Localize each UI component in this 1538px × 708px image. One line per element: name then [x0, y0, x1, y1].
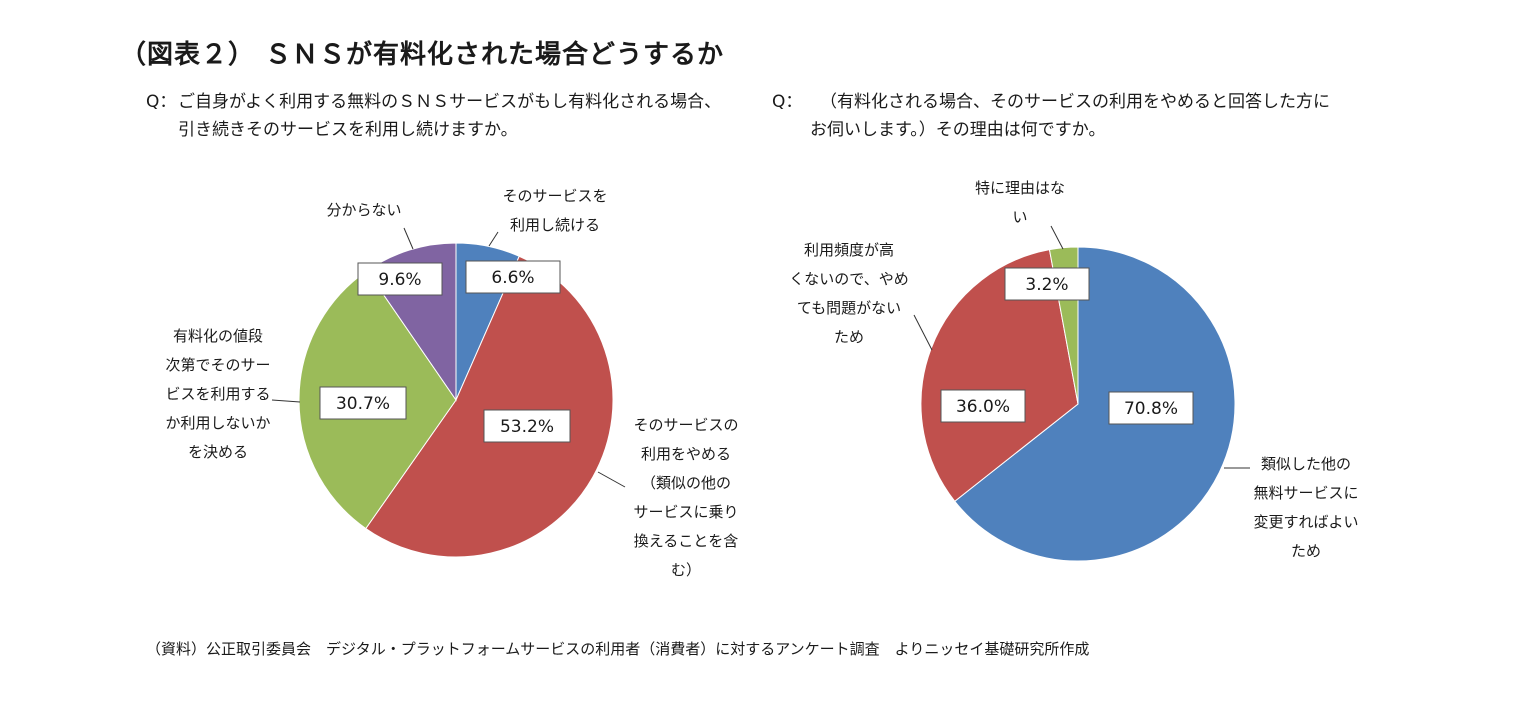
value-label-box — [465, 260, 561, 294]
question-2-line-1: （有料化される場合、そのサービスの利用をやめると回答した方に — [820, 92, 1330, 112]
category-label-3: 有料化の値段次第でそのサービスを利用するか利用しないかを決める — [165, 327, 270, 461]
leader-line-2 — [913, 314, 933, 351]
category-label-3: 特に理由はない — [975, 179, 1065, 226]
category-label-line: サービスに乗り — [633, 503, 738, 521]
value-label-box — [1108, 391, 1194, 425]
category-label-line: 有料化の値段 — [173, 327, 263, 345]
value-label-text: 36.0% — [956, 397, 1010, 417]
question-1-line-1: ご自身がよく利用する無料のＳＮＳサービスがもし有料化される場合、 — [178, 92, 722, 112]
value-label-box — [1004, 267, 1090, 301]
leader-line-3 — [1050, 225, 1064, 250]
figure-title: （図表２） ＳＮＳが有料化された場合どうするか — [120, 40, 725, 70]
value-label-text: 6.6% — [491, 268, 534, 288]
value-label-text: 53.2% — [500, 417, 554, 437]
category-label-line: を決める — [188, 443, 248, 461]
question-1-line-2: 引き続きそのサービスを利用し続けますか。 — [178, 120, 518, 140]
leader-line-3 — [271, 399, 301, 403]
category-label-line: む） — [671, 561, 701, 579]
category-label-1: 類似した他の無料サービスに変更すればよいため — [1253, 455, 1358, 560]
pie-slice-2 — [365, 255, 614, 558]
category-label-1: そのサービスを利用し続ける — [502, 187, 607, 234]
category-label-line: ため — [834, 328, 864, 346]
pie-slices — [920, 246, 1236, 562]
value-label-1: 6.6% — [465, 260, 561, 294]
category-label-line: 換えることを含 — [634, 532, 739, 550]
value-label-4: 9.6% — [357, 262, 443, 296]
value-label-box — [357, 262, 443, 296]
leader-line-2 — [597, 471, 626, 488]
value-label-text: 30.7% — [336, 394, 390, 414]
value-label-2: 36.0% — [940, 389, 1026, 423]
category-label-line: 類似した他の — [1261, 455, 1351, 473]
question-2-mark: Q： — [772, 92, 803, 112]
category-label-line: ても問題がない — [797, 299, 901, 317]
category-label-line: ため — [1291, 542, 1321, 560]
value-label-3: 30.7% — [319, 386, 407, 420]
value-label-box — [483, 409, 571, 443]
category-label-line: くないので、やめ — [789, 270, 908, 288]
leader-line-1 — [488, 231, 499, 247]
value-label-text: 70.8% — [1124, 399, 1178, 419]
question-2-line-2: お伺いします。）その理由は何ですか。 — [810, 120, 1106, 140]
category-label-4: 分からない — [326, 201, 401, 219]
category-label-line: 変更すればよい — [1253, 513, 1358, 531]
category-label-line: そのサービスの — [633, 416, 738, 434]
source-note: （資料）公正取引委員会 デジタル・プラットフォームサービスの利用者（消費者）に対… — [146, 640, 1090, 658]
value-label-box — [319, 386, 407, 420]
value-label-text: 9.6% — [378, 270, 421, 290]
category-label-line: 無料サービスに — [1253, 484, 1358, 502]
value-label-3: 3.2% — [1004, 267, 1090, 301]
category-label-line: （類似の他の — [641, 474, 731, 492]
category-label-2: 利用頻度が高くないので、やめても問題がないため — [789, 241, 908, 346]
category-label-line: か利用しないか — [165, 414, 270, 432]
value-label-2: 53.2% — [483, 409, 571, 443]
category-label-line: 利用をやめる — [641, 445, 731, 463]
pie-slice-1 — [954, 246, 1236, 562]
question-1-mark: Q： — [146, 92, 177, 112]
category-label-line: そのサービスを — [502, 187, 607, 205]
value-label-box — [940, 389, 1026, 423]
category-label-line: 特に理由はな — [975, 179, 1065, 197]
value-label-text: 3.2% — [1025, 275, 1068, 295]
category-label-line: 利用し続ける — [510, 216, 600, 234]
leader-line-4 — [403, 227, 414, 250]
category-label-line: い — [1012, 208, 1027, 226]
category-label-line: 次第でそのサー — [165, 356, 270, 374]
category-label-line: 利用頻度が高 — [804, 241, 894, 259]
category-label-2: そのサービスの利用をやめる （類似の他のサービスに乗り換えることを含む） — [633, 416, 738, 579]
value-label-1: 70.8% — [1108, 391, 1194, 425]
category-label-line: ビスを利用する — [165, 385, 270, 403]
category-label-line: 分からない — [326, 201, 401, 219]
